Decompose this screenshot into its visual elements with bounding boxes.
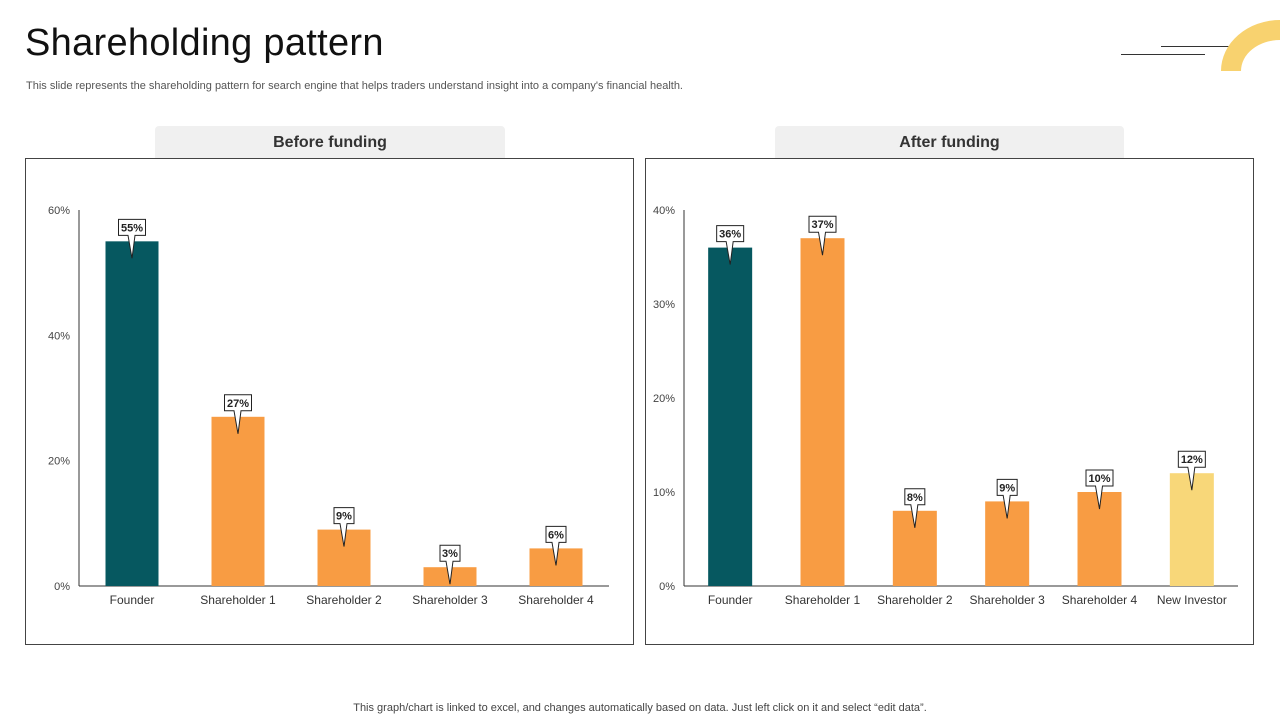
- data-label: 3%: [442, 548, 458, 560]
- data-label: 9%: [999, 482, 1015, 494]
- data-label-callout: [439, 544, 461, 585]
- data-label: 37%: [811, 219, 833, 231]
- bar-shareholder-1: [800, 238, 845, 586]
- bar-founder: [105, 241, 159, 586]
- decorative-line: [1121, 54, 1205, 55]
- x-tick-label: Founder: [110, 593, 155, 607]
- data-label-callout: [808, 215, 837, 256]
- data-label: 9%: [336, 511, 352, 523]
- y-tick-label: 30%: [653, 299, 675, 311]
- x-tick-label: Shareholder 3: [969, 593, 1045, 607]
- data-label: 27%: [227, 398, 249, 410]
- x-tick-label: Shareholder 3: [412, 593, 488, 607]
- y-tick-label: 10%: [653, 487, 675, 499]
- data-label-callout: [333, 507, 355, 547]
- after-funding-panel[interactable]: 0% 10% 20% 30% 40% Founder 36% Shareholder 1 37%…: [645, 158, 1254, 645]
- y-tick-label: 0%: [54, 581, 70, 593]
- after-funding-header: After funding: [775, 126, 1124, 160]
- x-tick-label: Shareholder 4: [518, 593, 594, 607]
- data-label-callout: [716, 225, 745, 265]
- before-funding-panel[interactable]: 0% 20% 40% 60% Founder 55% Shareholder 1 27% Sha…: [25, 158, 634, 645]
- page-subtitle: This slide represents the shareholding p…: [26, 80, 683, 92]
- data-label: 8%: [907, 492, 923, 504]
- data-label-callout: [1085, 469, 1114, 510]
- decorative-arc: [1221, 20, 1280, 71]
- page-title: Shareholding pattern: [25, 22, 384, 64]
- y-tick-label: 20%: [653, 393, 675, 405]
- data-label: 10%: [1088, 473, 1110, 485]
- bar-shareholder-1: [211, 416, 265, 586]
- data-label-callout: [904, 488, 926, 528]
- data-label-callout: [224, 394, 252, 434]
- data-label-callout: [545, 525, 567, 566]
- data-label-callout: [118, 218, 146, 259]
- x-tick-label: Founder: [708, 593, 753, 607]
- data-label: 36%: [719, 229, 741, 241]
- decorative-line: [1161, 46, 1245, 47]
- before-funding-chart[interactable]: 0% 20% 40% 60% Founder 55% Shareholder 1 27% Sha…: [26, 159, 635, 646]
- bar-new-investor: [1169, 473, 1214, 586]
- y-tick-label: 0%: [659, 581, 675, 593]
- y-tick-label: 60%: [48, 205, 70, 217]
- y-tick-label: 40%: [653, 205, 675, 217]
- x-tick-label: New Investor: [1157, 593, 1227, 607]
- x-tick-label: Shareholder 1: [200, 593, 276, 607]
- y-tick-label: 20%: [48, 456, 70, 468]
- x-tick-label: Shareholder 2: [877, 593, 953, 607]
- after-funding-chart[interactable]: 0% 10% 20% 30% 40% Founder 36% Shareholder 1 37%…: [646, 159, 1255, 646]
- data-label: 55%: [121, 222, 143, 234]
- data-label-callout: [1177, 450, 1206, 491]
- y-tick-label: 40%: [48, 330, 70, 342]
- x-tick-label: Shareholder 2: [306, 593, 382, 607]
- before-funding-header: Before funding: [155, 126, 505, 160]
- x-tick-label: Shareholder 4: [1062, 593, 1138, 607]
- data-label: 6%: [548, 529, 564, 541]
- footer-note: This graph/chart is linked to excel, and…: [353, 702, 927, 714]
- data-label-callout: [996, 478, 1018, 519]
- bar-founder: [708, 247, 753, 586]
- data-label: 12%: [1181, 454, 1203, 466]
- x-tick-label: Shareholder 1: [785, 593, 861, 607]
